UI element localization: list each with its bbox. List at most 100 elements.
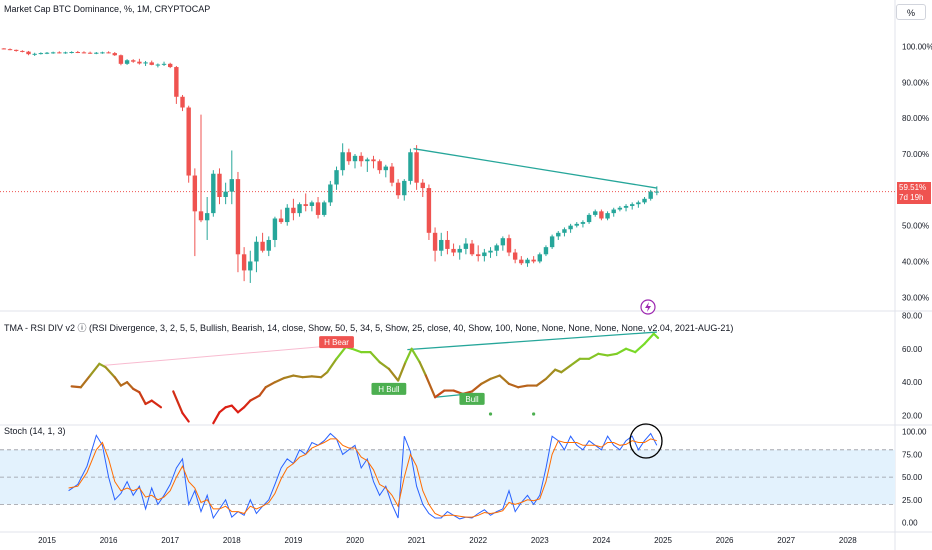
candle	[124, 59, 130, 65]
time-tick-label: 2021	[408, 536, 426, 545]
rsi-segment	[615, 347, 628, 355]
stoch-tick-label: 75.00	[902, 450, 923, 459]
candle	[439, 232, 444, 257]
candle	[50, 51, 56, 54]
candle	[420, 179, 425, 198]
candle	[322, 200, 327, 217]
price-axis[interactable]: 100.00%90.00%80.00%70.00%60.00%50.00%40.…	[902, 43, 932, 303]
candle	[7, 48, 13, 51]
candle	[636, 200, 641, 208]
candle	[476, 245, 481, 262]
candle	[580, 220, 586, 228]
candle	[303, 193, 308, 212]
svg-text:H Bear: H Bear	[324, 338, 349, 347]
candle	[241, 247, 247, 282]
time-tick-label: 2020	[346, 536, 364, 545]
rsi-segment	[230, 404, 240, 414]
time-tick-label: 2027	[777, 536, 795, 545]
rsi-segment	[587, 352, 600, 360]
candle	[537, 252, 542, 264]
current-price-tag: 59.51% 7d 19h	[897, 182, 931, 204]
candle	[340, 143, 345, 176]
candle	[334, 166, 339, 190]
rsi-segment	[489, 374, 501, 380]
svg-text:Bull: Bull	[465, 395, 479, 404]
price-tick-label: 90.00%	[902, 78, 929, 87]
scale-button[interactable]: %	[896, 4, 926, 20]
rsi-segment	[132, 387, 141, 394]
candle	[463, 238, 469, 255]
time-tick-label: 2023	[531, 536, 549, 545]
rsi-segment	[104, 366, 116, 379]
candle	[315, 197, 321, 219]
divergence-labels: H Bear H Bull Bull	[319, 336, 485, 405]
candle	[469, 239, 475, 257]
main-price-pane[interactable]: Market Cap BTC Dominance, %, 1M, CRYPTOC…	[0, 4, 895, 315]
rsi-segment	[150, 399, 163, 409]
rsi-axis[interactable]: 80.00 60.00 40.00 20.00	[902, 311, 923, 420]
candle	[278, 209, 284, 224]
price-tick-label: 80.00%	[902, 114, 929, 123]
candle	[272, 216, 278, 248]
candle	[297, 202, 302, 217]
candle	[395, 179, 401, 199]
rsi-segment	[480, 377, 492, 385]
chart-title: Market Cap BTC Dominance, %, 1M, CRYPTOC…	[4, 4, 210, 14]
rsi-segment	[310, 375, 323, 379]
rsi-divergence-pane[interactable]: H Bear H Bull Bull TMA - RSI DIV v2 ⓘ (RSI…	[4, 323, 733, 425]
candle	[266, 236, 271, 257]
stoch-axis[interactable]: 100.00 75.00 50.00 25.00 0.00	[902, 428, 927, 528]
rsi-segment	[326, 357, 338, 374]
lightning-icon[interactable]	[640, 299, 656, 315]
candle	[432, 227, 438, 262]
candle	[248, 250, 253, 283]
candle	[574, 222, 579, 228]
rsi-segment	[258, 386, 267, 397]
divergence-line	[102, 344, 337, 366]
stochastic-pane[interactable]: Stoch (14, 1, 3)	[0, 423, 895, 520]
rsi-segment	[172, 390, 184, 415]
rsi-segment	[273, 376, 286, 384]
highlight-circle	[629, 423, 663, 459]
candle	[402, 179, 407, 201]
candle	[26, 50, 31, 56]
rsi-segment	[606, 352, 618, 357]
candle	[605, 211, 610, 221]
candle	[223, 182, 228, 205]
candle	[506, 234, 512, 257]
candle	[426, 184, 432, 240]
trendline[interactable]	[413, 148, 657, 189]
time-tick-label: 2017	[161, 536, 179, 545]
time-axis[interactable]: 2015 2016 2017 2018 2019 2020 2021 2022 2023 2024…	[38, 536, 857, 545]
candle	[451, 243, 456, 257]
candle	[488, 247, 493, 258]
rsi-segment	[397, 361, 407, 382]
rsi-segment	[517, 384, 529, 389]
candle	[87, 51, 93, 54]
rsi-segment	[643, 332, 655, 345]
candle	[192, 168, 198, 257]
candle	[414, 145, 419, 190]
candle	[512, 248, 518, 264]
candle	[168, 62, 173, 69]
rsi-segment	[335, 346, 347, 360]
candle	[198, 114, 204, 223]
candle	[118, 54, 124, 66]
rsi-segment	[283, 374, 295, 380]
bull-label: Bull	[459, 392, 485, 405]
rsi-segment	[138, 391, 147, 406]
rsi-segment	[350, 347, 363, 354]
time-tick-label: 2022	[469, 536, 487, 545]
rsi-segment	[544, 368, 557, 380]
candle	[365, 157, 370, 172]
candle	[161, 61, 167, 66]
time-tick-label: 2028	[839, 536, 857, 545]
candle-countdown: 7d 19h	[899, 193, 924, 202]
rsi-segment	[404, 347, 413, 364]
stoch-guides	[0, 449, 895, 505]
candle	[457, 245, 462, 260]
price-tick-label: 70.00%	[902, 150, 929, 159]
rsi-segment	[424, 374, 437, 399]
candle	[623, 204, 629, 212]
